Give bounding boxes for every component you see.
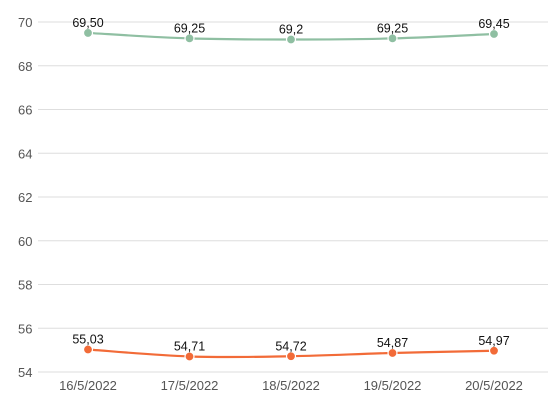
x-tick-label: 20/5/2022 (465, 378, 523, 393)
x-axis: 16/5/2022 17/5/2022 18/5/2022 19/5/2022 20/5… (59, 378, 523, 393)
series-2: 55,03 54,71 54,72 54,87 54,97 (72, 332, 510, 362)
x-tick-label: 19/5/2022 (364, 378, 422, 393)
data-label: 54,71 (174, 339, 205, 353)
series-1: 69,50 69,25 69,2 69,25 69,45 (72, 16, 510, 45)
data-point (488, 28, 500, 40)
data-point (387, 347, 398, 359)
data-label: 69,50 (72, 16, 103, 30)
y-tick-label: 62 (18, 190, 32, 205)
data-point (285, 34, 297, 45)
data-label: 54,72 (275, 339, 306, 353)
y-tick-label: 58 (18, 278, 32, 293)
data-point (285, 351, 297, 362)
data-point (82, 344, 94, 355)
x-tick-label: 16/5/2022 (59, 378, 117, 393)
data-label: 69,45 (478, 17, 509, 31)
y-tick-label: 54 (18, 365, 32, 380)
y-tick-label: 56 (18, 321, 32, 336)
x-tick-label: 17/5/2022 (161, 378, 219, 393)
data-label: 54,97 (478, 334, 509, 348)
y-tick-label: 66 (18, 103, 32, 118)
data-point (184, 351, 195, 362)
grid-lines (38, 21, 548, 373)
data-label: 54,87 (377, 336, 408, 350)
data-label: 69,25 (377, 21, 408, 35)
y-tick-label: 60 (18, 234, 32, 249)
y-tick-label: 70 (18, 15, 32, 30)
y-tick-label: 68 (18, 59, 32, 74)
data-point (82, 27, 94, 39)
x-tick-label: 18/5/2022 (262, 378, 320, 393)
y-tick-label: 64 (18, 146, 32, 161)
data-label: 69,2 (279, 23, 303, 37)
y-axis: 54 56 58 60 62 64 66 68 70 (18, 15, 32, 380)
data-point (184, 33, 195, 44)
data-label: 55,03 (72, 332, 103, 346)
data-point (488, 345, 500, 356)
data-label: 69,25 (174, 21, 205, 35)
data-point (387, 33, 398, 44)
